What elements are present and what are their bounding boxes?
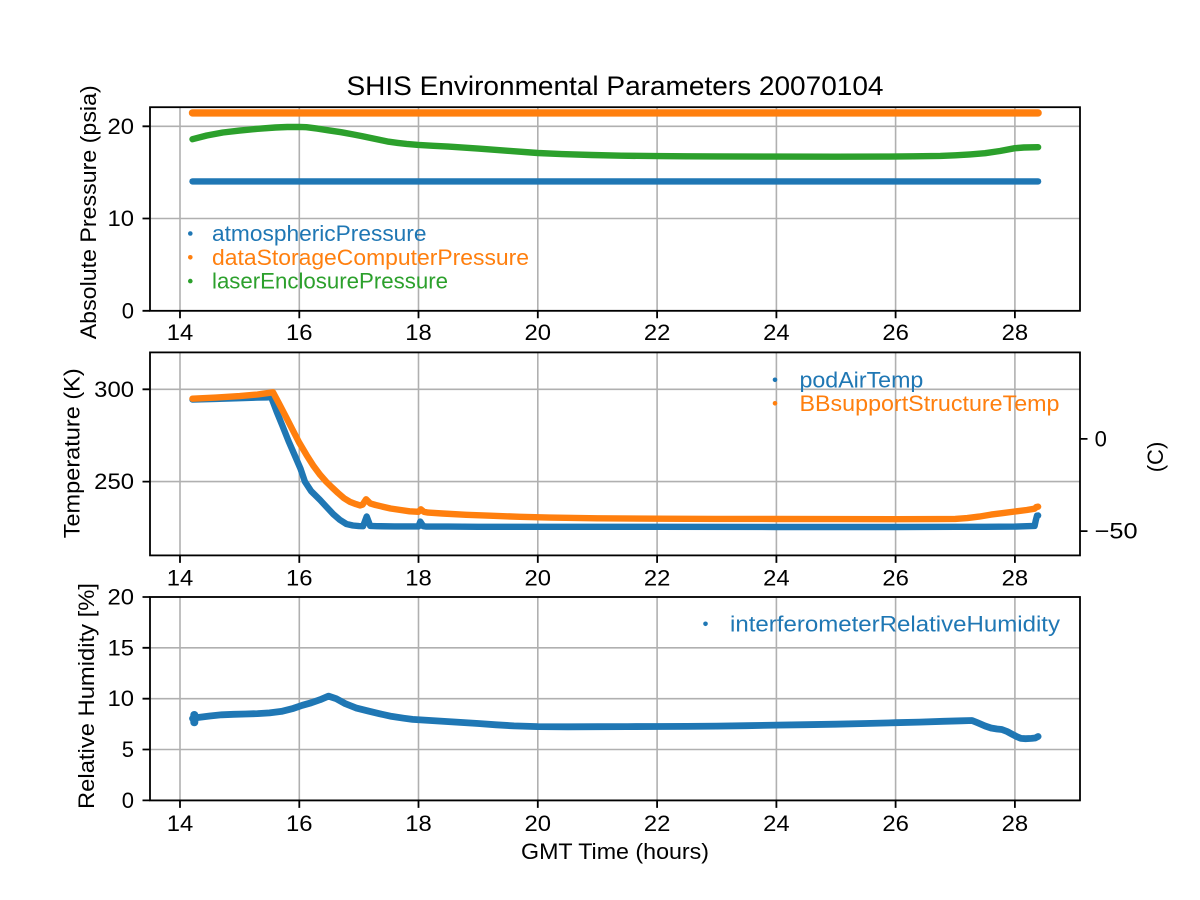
svg-text:10: 10: [108, 686, 135, 711]
svg-text:26: 26: [882, 565, 909, 590]
svg-text:14: 14: [167, 320, 194, 345]
svg-text:15: 15: [108, 635, 135, 660]
svg-text:22: 22: [644, 320, 671, 345]
svg-text:22: 22: [644, 565, 671, 590]
svg-text:20: 20: [108, 114, 135, 139]
svg-text:podAirTemp: podAirTemp: [800, 367, 924, 392]
svg-text:18: 18: [405, 565, 432, 590]
svg-text:5: 5: [122, 737, 134, 762]
svg-text:24: 24: [763, 565, 790, 590]
svg-text:18: 18: [405, 320, 432, 345]
svg-text:16: 16: [286, 811, 313, 836]
svg-text:Absolute Pressure (psia): Absolute Pressure (psia): [76, 85, 101, 339]
svg-text:20: 20: [525, 811, 552, 836]
svg-text:−50: −50: [1095, 519, 1138, 544]
svg-text:0: 0: [122, 298, 134, 323]
svg-text:24: 24: [763, 320, 790, 345]
svg-text:26: 26: [882, 811, 909, 836]
svg-text:20: 20: [525, 565, 552, 590]
svg-text:10: 10: [108, 206, 135, 231]
svg-text:dataStorageComputerPressure: dataStorageComputerPressure: [212, 245, 529, 270]
svg-text:14: 14: [167, 565, 194, 590]
svg-text:SHIS Environmental Parameters: SHIS Environmental Parameters 20070104: [347, 71, 884, 101]
svg-text:14: 14: [167, 811, 194, 836]
svg-text:interferometerRelativeHumidity: interferometerRelativeHumidity: [730, 611, 1060, 636]
svg-text:22: 22: [644, 811, 671, 836]
svg-text:18: 18: [405, 811, 432, 836]
svg-text:300: 300: [94, 377, 134, 402]
svg-text:Relative Humidity [%]: Relative Humidity [%]: [74, 583, 99, 809]
svg-text:laserEnclosurePressure: laserEnclosurePressure: [212, 269, 448, 294]
svg-text:26: 26: [882, 320, 909, 345]
svg-text:250: 250: [94, 469, 134, 494]
svg-text:(C): (C): [1143, 442, 1168, 473]
svg-text:atmosphericPressure: atmosphericPressure: [212, 221, 427, 246]
svg-text:28: 28: [1002, 320, 1029, 345]
svg-text:0: 0: [122, 788, 134, 813]
svg-text:16: 16: [286, 320, 313, 345]
svg-text:BBsupportStructureTemp: BBsupportStructureTemp: [800, 391, 1060, 416]
svg-text:20: 20: [525, 320, 552, 345]
svg-text:20: 20: [108, 585, 135, 610]
svg-text:GMT Time (hours): GMT Time (hours): [521, 839, 709, 864]
svg-text:24: 24: [763, 811, 790, 836]
svg-text:0: 0: [1095, 426, 1107, 451]
svg-text:16: 16: [286, 565, 313, 590]
svg-text:28: 28: [1002, 565, 1029, 590]
svg-text:Temperature (K): Temperature (K): [60, 368, 85, 538]
svg-text:28: 28: [1002, 811, 1029, 836]
